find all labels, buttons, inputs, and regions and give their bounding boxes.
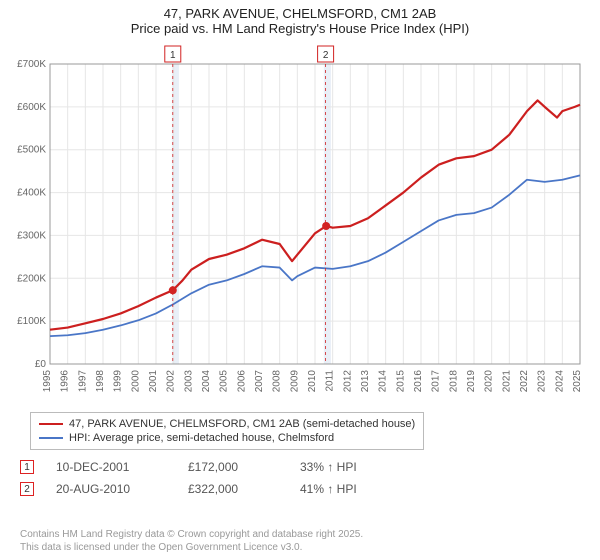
- title-line-1: 47, PARK AVENUE, CHELMSFORD, CM1 2AB: [0, 6, 600, 21]
- svg-text:£200K: £200K: [17, 273, 46, 284]
- svg-text:2006: 2006: [236, 370, 247, 393]
- svg-text:2022: 2022: [519, 370, 530, 393]
- svg-text:2005: 2005: [219, 370, 230, 393]
- legend-item-property: 47, PARK AVENUE, CHELMSFORD, CM1 2AB (se…: [39, 417, 415, 431]
- svg-text:1: 1: [170, 50, 176, 61]
- svg-text:2021: 2021: [501, 370, 512, 393]
- legend-swatch-hpi: [39, 437, 63, 439]
- legend-swatch-property: [39, 423, 63, 425]
- svg-text:2011: 2011: [325, 370, 336, 392]
- svg-text:2004: 2004: [201, 370, 212, 393]
- svg-text:2003: 2003: [183, 370, 194, 393]
- svg-text:£0: £0: [35, 359, 47, 370]
- legend: 47, PARK AVENUE, CHELMSFORD, CM1 2AB (se…: [30, 412, 424, 450]
- sale-marker-2: 2: [20, 482, 34, 496]
- svg-text:2008: 2008: [272, 370, 283, 393]
- legend-item-hpi: HPI: Average price, semi-detached house,…: [39, 431, 415, 445]
- svg-text:2: 2: [323, 50, 329, 61]
- svg-text:2009: 2009: [289, 370, 300, 393]
- sale-date-2: 20-AUG-2010: [56, 482, 166, 496]
- svg-text:2007: 2007: [254, 370, 265, 393]
- chart-area: £0 £100K £200K £300K £400K £500K £600K £700K 199…: [10, 44, 590, 404]
- svg-text:2025: 2025: [572, 370, 583, 393]
- title-block: 47, PARK AVENUE, CHELMSFORD, CM1 2AB Pri…: [0, 0, 600, 38]
- svg-text:1998: 1998: [95, 370, 106, 393]
- legend-label-hpi: HPI: Average price, semi-detached house,…: [69, 432, 334, 444]
- footer-line-1: Contains HM Land Registry data © Crown c…: [20, 528, 363, 541]
- svg-text:£400K: £400K: [17, 188, 46, 199]
- svg-text:2018: 2018: [448, 370, 459, 393]
- sale-rows: 1 10-DEC-2001 £172,000 33% ↑ HPI 2 20-AU…: [20, 456, 357, 500]
- footer-line-2: This data is licensed under the Open Gov…: [20, 541, 363, 554]
- line-chart: £0 £100K £200K £300K £400K £500K £600K £700K 199…: [10, 44, 590, 404]
- sale-marker-1: 1: [20, 460, 34, 474]
- svg-text:2024: 2024: [554, 370, 565, 393]
- svg-text:2016: 2016: [413, 370, 424, 393]
- svg-text:£300K: £300K: [17, 230, 46, 241]
- sale-price-2: £322,000: [188, 482, 278, 496]
- svg-text:£600K: £600K: [17, 102, 46, 113]
- svg-text:£100K: £100K: [17, 316, 46, 327]
- svg-text:2013: 2013: [360, 370, 371, 393]
- svg-text:2001: 2001: [148, 370, 159, 393]
- svg-text:2014: 2014: [378, 370, 389, 393]
- svg-text:2010: 2010: [307, 370, 318, 393]
- svg-text:1997: 1997: [77, 370, 88, 393]
- sale-date-1: 10-DEC-2001: [56, 460, 166, 474]
- svg-text:2020: 2020: [484, 370, 495, 393]
- svg-text:2019: 2019: [466, 370, 477, 393]
- legend-label-property: 47, PARK AVENUE, CHELMSFORD, CM1 2AB (se…: [69, 418, 415, 430]
- svg-text:2000: 2000: [130, 370, 141, 393]
- svg-text:1995: 1995: [42, 370, 53, 393]
- title-line-2: Price paid vs. HM Land Registry's House …: [0, 21, 600, 36]
- chart-container: 47, PARK AVENUE, CHELMSFORD, CM1 2AB Pri…: [0, 0, 600, 560]
- svg-text:£500K: £500K: [17, 145, 46, 156]
- sale-row-1: 1 10-DEC-2001 £172,000 33% ↑ HPI: [20, 456, 357, 478]
- svg-text:2023: 2023: [537, 370, 548, 393]
- sale-pct-1: 33% ↑ HPI: [300, 460, 357, 474]
- svg-text:2017: 2017: [431, 370, 442, 393]
- svg-text:£700K: £700K: [17, 59, 46, 70]
- footer: Contains HM Land Registry data © Crown c…: [20, 528, 363, 554]
- sale-pct-2: 41% ↑ HPI: [300, 482, 357, 496]
- svg-text:2002: 2002: [166, 370, 177, 393]
- sale-price-1: £172,000: [188, 460, 278, 474]
- sale-row-2: 2 20-AUG-2010 £322,000 41% ↑ HPI: [20, 478, 357, 500]
- svg-text:2012: 2012: [342, 370, 353, 393]
- svg-text:1996: 1996: [60, 370, 71, 393]
- svg-text:1999: 1999: [113, 370, 124, 393]
- svg-text:2015: 2015: [395, 370, 406, 393]
